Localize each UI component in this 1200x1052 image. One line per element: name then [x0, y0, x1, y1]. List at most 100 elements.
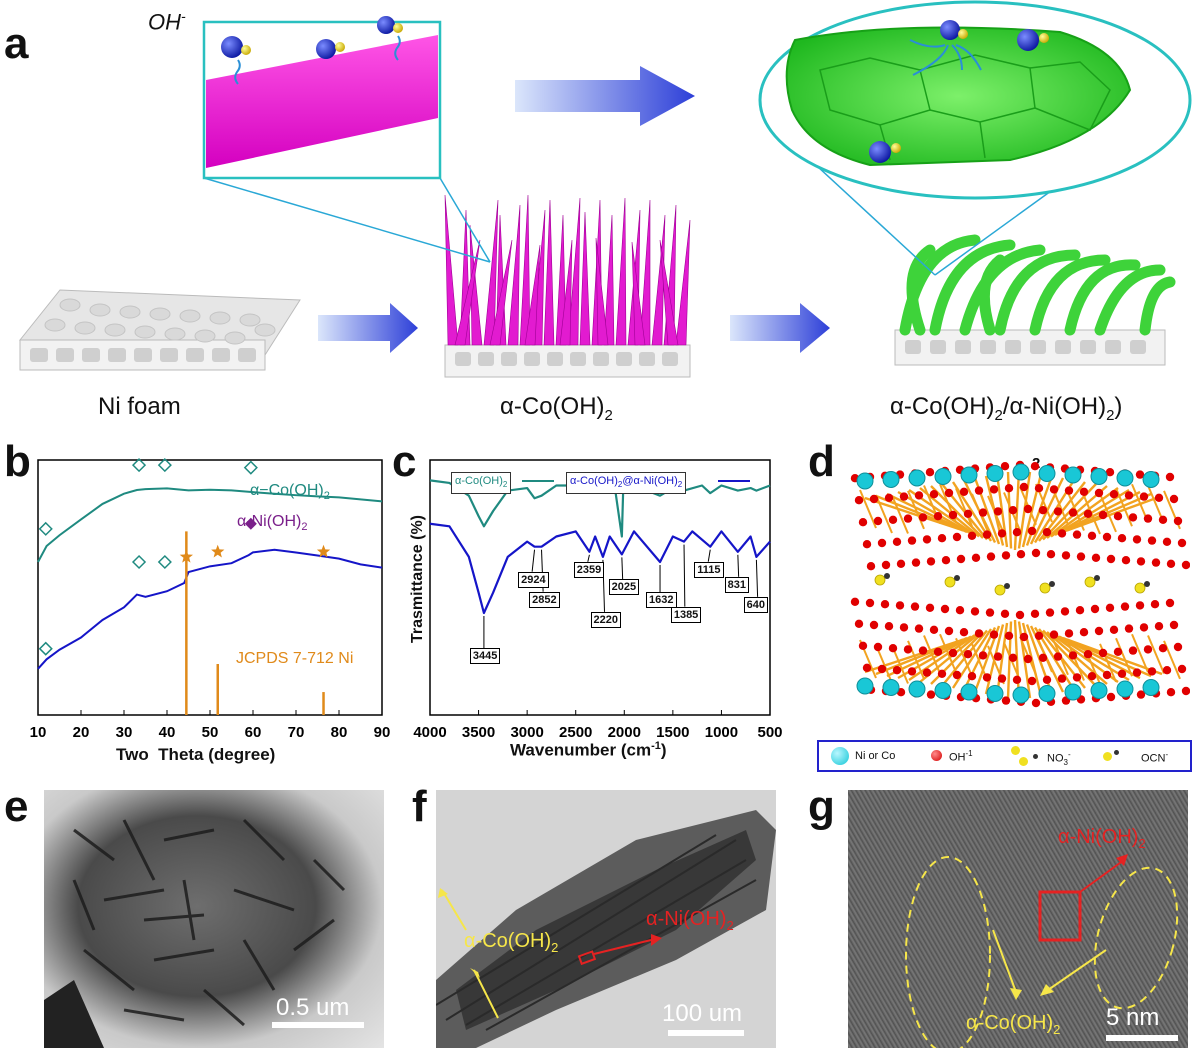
- intercalated-ion-atom: [1144, 581, 1150, 587]
- xrd-x-tick-label: 70: [288, 724, 305, 741]
- panel-label-e: e: [4, 782, 29, 831]
- panel-label-f: f: [412, 782, 427, 831]
- ni-label-g: α-Ni(OH)2: [1058, 826, 1146, 851]
- caption-co-oh: α-Co(OH)2: [500, 393, 613, 424]
- scale-bar-f: [668, 1030, 744, 1036]
- ftir-peak-leader: [755, 559, 759, 597]
- scale-bar-g: [1106, 1035, 1178, 1041]
- co-needles-illustration: [444, 194, 691, 378]
- ftir-x-tick-label: 2000: [608, 724, 641, 741]
- ftir-x-tick-label: 4000: [413, 724, 446, 741]
- ftir-chart: 4000 3500 3000 2500 2000 1500 1000 500: [413, 459, 783, 741]
- intercalated-ion: [1039, 582, 1051, 594]
- xrd-star-marker: [211, 544, 225, 558]
- xrd-diamond-marker: [38, 521, 53, 536]
- ftir-peak-label: 2359: [573, 561, 605, 578]
- intercalated-ion: [874, 574, 886, 586]
- xrd-x-tick-label: 30: [116, 724, 133, 741]
- tem-image-e: 0.5 um: [44, 790, 384, 1048]
- xrd-star-marker: [179, 549, 193, 563]
- ftir-peak-label: 3445: [469, 648, 501, 664]
- xrd-chart: 10 20 30 40 50 60 70 80 90: [30, 458, 391, 741]
- panel-label-g: g: [808, 782, 835, 831]
- ftir-peak-label: 2025: [608, 579, 640, 596]
- ftir-peak-label: 640: [743, 596, 768, 613]
- ftir-peak-leader: [683, 544, 686, 607]
- ftir-peak-label: 1385: [670, 606, 702, 623]
- crystal-structure: [850, 460, 1190, 708]
- xrd-x-tick-label: 20: [73, 724, 90, 741]
- xrd-x-tick-label: 10: [30, 724, 47, 741]
- xrd-series-line: [37, 548, 383, 670]
- panel-label-a: a: [4, 19, 29, 68]
- ftir-xlabel: Wavenumber (cm-1): [510, 740, 667, 760]
- ftir-x-tick-label: 1500: [656, 724, 689, 741]
- xrd-diamond-marker: [157, 554, 172, 570]
- ftir-x-tick-label: 3000: [510, 724, 543, 741]
- intercalated-ion-atom: [884, 573, 890, 579]
- oh-atom-icon: [931, 750, 942, 761]
- ocn-ion-icon: [1103, 752, 1112, 761]
- ftir-peak-label: 831: [724, 576, 749, 593]
- xrd-series-line: [37, 487, 383, 563]
- intercalated-ion-atom: [1049, 581, 1055, 587]
- ion-label: OH-: [148, 8, 186, 35]
- ftir-legend-co-line: [522, 480, 554, 482]
- xrd-x-tick-label: 90: [374, 724, 391, 741]
- ftir-peak-leader: [707, 549, 711, 562]
- legend-ni-co: Ni or Co: [855, 750, 896, 762]
- ftir-peak-label: 2852: [529, 591, 560, 608]
- ftir-peak-leader: [587, 554, 590, 562]
- ftir-x-tick-label: 1000: [705, 724, 738, 741]
- ni-co-atom-icon: [831, 747, 849, 765]
- ftir-peak-leader: [737, 554, 740, 577]
- panel-label-d: d: [808, 437, 835, 486]
- intercalated-ion-atom: [954, 575, 960, 581]
- scale-label-g: 5 nm: [1106, 1004, 1160, 1031]
- zoom-box-needle: [202, 16, 491, 263]
- ftir-ylabel: Trasmittance (%): [409, 514, 426, 644]
- ftir-peak-leader: [621, 557, 624, 580]
- caption-composite: α-Co(OH)2/α-Ni(OH)2): [890, 393, 1123, 424]
- co-label-f: α-Co(OH)2: [464, 930, 559, 955]
- ftir-x-tick-label: 3500: [462, 724, 495, 741]
- caption-ni-foam: Ni foam: [98, 393, 181, 420]
- ni-foam-illustration: [19, 289, 301, 371]
- xrd-ref-label: JCPDS 7-712 Ni: [236, 650, 354, 667]
- intercalated-ion: [1134, 582, 1146, 594]
- ftir-legend-co: α-Co(OH)2: [451, 472, 512, 495]
- intercalated-ion: [944, 576, 956, 588]
- scale-label-e: 0.5 um: [276, 994, 350, 1021]
- xrd-x-tick-label: 60: [245, 724, 262, 741]
- xrd-series-co-label: α−Co(OH)2: [250, 482, 330, 503]
- arrow-2: [730, 303, 830, 353]
- xrd-x-tick-label: 50: [202, 724, 219, 741]
- legend-no3: NO3-: [1047, 750, 1071, 767]
- xrd-diamond-marker: [157, 458, 172, 473]
- xrd-diamond-marker: [243, 460, 258, 475]
- no3-ion-icon: [1011, 746, 1020, 755]
- ftir-peak-label: 2220: [590, 611, 621, 628]
- xrd-x-tick-label: 40: [159, 724, 176, 741]
- legend-ocn: OCN-: [1141, 750, 1169, 765]
- ftir-legend-composite-line: [718, 480, 750, 482]
- xrd-x-tick-label: 80: [331, 724, 348, 741]
- xrd-diamond-marker: [131, 554, 147, 570]
- scale-label-f: 100 um: [662, 1000, 743, 1027]
- scale-bar-e: [272, 1022, 364, 1028]
- ftir-axes-frame: [429, 459, 771, 716]
- ftir-legend-composite: α-Co(OH)2@α-Ni(OH)2: [566, 472, 687, 495]
- panel-label-b: b: [4, 437, 31, 486]
- arrow-3: [515, 66, 695, 126]
- panel-label-c: c: [392, 437, 417, 486]
- xrd-star-marker: [316, 544, 331, 558]
- intercalated-ion: [994, 584, 1006, 596]
- tem-image-f: α-Co(OH)2 α-Ni(OH)2 100 um: [436, 790, 776, 1048]
- arrow-1: [318, 303, 418, 353]
- xrd-diamond-marker: [131, 458, 147, 473]
- ftir-peak-label: 2924: [518, 571, 549, 588]
- crystal-bottom-layer: [850, 597, 1190, 708]
- legend-oh: OH-1: [949, 749, 973, 764]
- xrd-series-ni-label: α-Ni(OH)2: [237, 513, 308, 534]
- ni-label-f: α-Ni(OH)2: [646, 908, 734, 933]
